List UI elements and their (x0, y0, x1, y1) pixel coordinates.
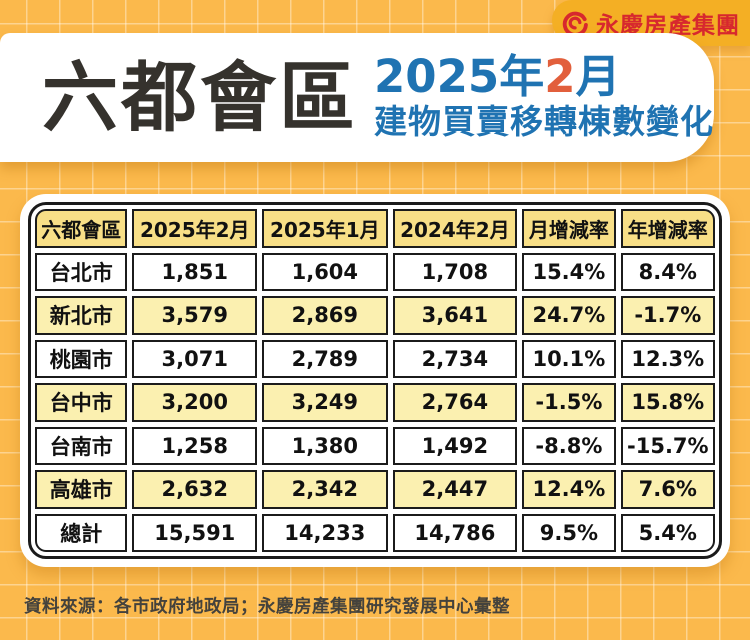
table-cell: 3,071 (132, 339, 258, 378)
column-header: 年增減率 (620, 209, 715, 248)
subtitle-month-number: 2 (544, 50, 576, 104)
table-cell: 9.5% (522, 513, 616, 552)
row-label: 新北市 (35, 296, 128, 335)
column-header: 2025年2月 (132, 209, 258, 248)
table-cell: 3,200 (132, 383, 258, 422)
table-cell: 1,851 (132, 252, 258, 291)
table-cell: 24.7% (522, 296, 616, 335)
table-cell: 14,786 (392, 513, 518, 552)
table-cell: -8.8% (522, 426, 616, 465)
table-cell: 14,233 (262, 513, 388, 552)
row-label: 高雄市 (35, 470, 128, 509)
data-table-card: 六都會區 2025年2月 2025年1月 2024年2月 月增減率 年增減率台北市 1,85… (20, 194, 730, 567)
subtitle-description: 建物買賣移轉棟數變化 (374, 102, 714, 141)
table-cell: 10.1% (522, 339, 616, 378)
table-cell: 5.4% (620, 513, 715, 552)
table-cell: 1,604 (262, 252, 388, 291)
table-cell: 2,789 (262, 339, 388, 378)
table-cell: 2,764 (392, 383, 518, 422)
column-header: 六都會區 (35, 209, 128, 248)
table-cell: -1.7% (620, 296, 715, 335)
subtitle-month-char: 月 (575, 50, 621, 104)
table-cell: 1,492 (392, 426, 518, 465)
table-cell: 2,734 (392, 339, 518, 378)
data-table: 六都會區 2025年2月 2025年1月 2024年2月 月增減率 年增減率台北市 1,85… (35, 209, 715, 552)
table-cell: 3,579 (132, 296, 258, 335)
title-banner: 六都會區 2025年2月 建物買賣移轉棟數變化 (0, 33, 714, 162)
data-table-frame: 六都會區 2025年2月 2025年1月 2024年2月 月增減率 年增減率台北市 1,85… (28, 202, 722, 559)
table-cell: 1,258 (132, 426, 258, 465)
table-cell: -1.5% (522, 383, 616, 422)
table-cell: 15.8% (620, 383, 715, 422)
brand-swirl-icon (562, 10, 589, 37)
column-header: 月增減率 (522, 209, 616, 248)
table-cell: 3,249 (262, 383, 388, 422)
row-label: 台中市 (35, 383, 128, 422)
row-label: 台南市 (35, 426, 128, 465)
row-label: 桃園市 (35, 339, 128, 378)
subtitle-block: 2025年2月 建物買賣移轉棟數變化 (374, 53, 714, 141)
source-note: 資料來源：各市政府地政局；永慶房產集團研究發展中心彙整 (24, 597, 510, 617)
table-cell: 15.4% (522, 252, 616, 291)
table-cell: 2,632 (132, 470, 258, 509)
row-label: 總計 (35, 513, 128, 552)
table-cell: 15,591 (132, 513, 258, 552)
table-cell: 8.4% (620, 252, 715, 291)
column-header: 2024年2月 (392, 209, 518, 248)
table-cell: -15.7% (620, 426, 715, 465)
table-cell: 7.6% (620, 470, 715, 509)
main-title: 六都會區 (42, 52, 358, 142)
table-cell: 12.4% (522, 470, 616, 509)
table-cell: 1,380 (262, 426, 388, 465)
subtitle-date: 2025年2月 (374, 53, 714, 102)
subtitle-year: 2025年 (374, 50, 545, 104)
table-cell: 12.3% (620, 339, 715, 378)
table-cell: 3,641 (392, 296, 518, 335)
table-cell: 2,342 (262, 470, 388, 509)
table-cell: 2,869 (262, 296, 388, 335)
column-header: 2025年1月 (262, 209, 388, 248)
table-cell: 2,447 (392, 470, 518, 509)
row-label: 台北市 (35, 252, 128, 291)
table-cell: 1,708 (392, 252, 518, 291)
